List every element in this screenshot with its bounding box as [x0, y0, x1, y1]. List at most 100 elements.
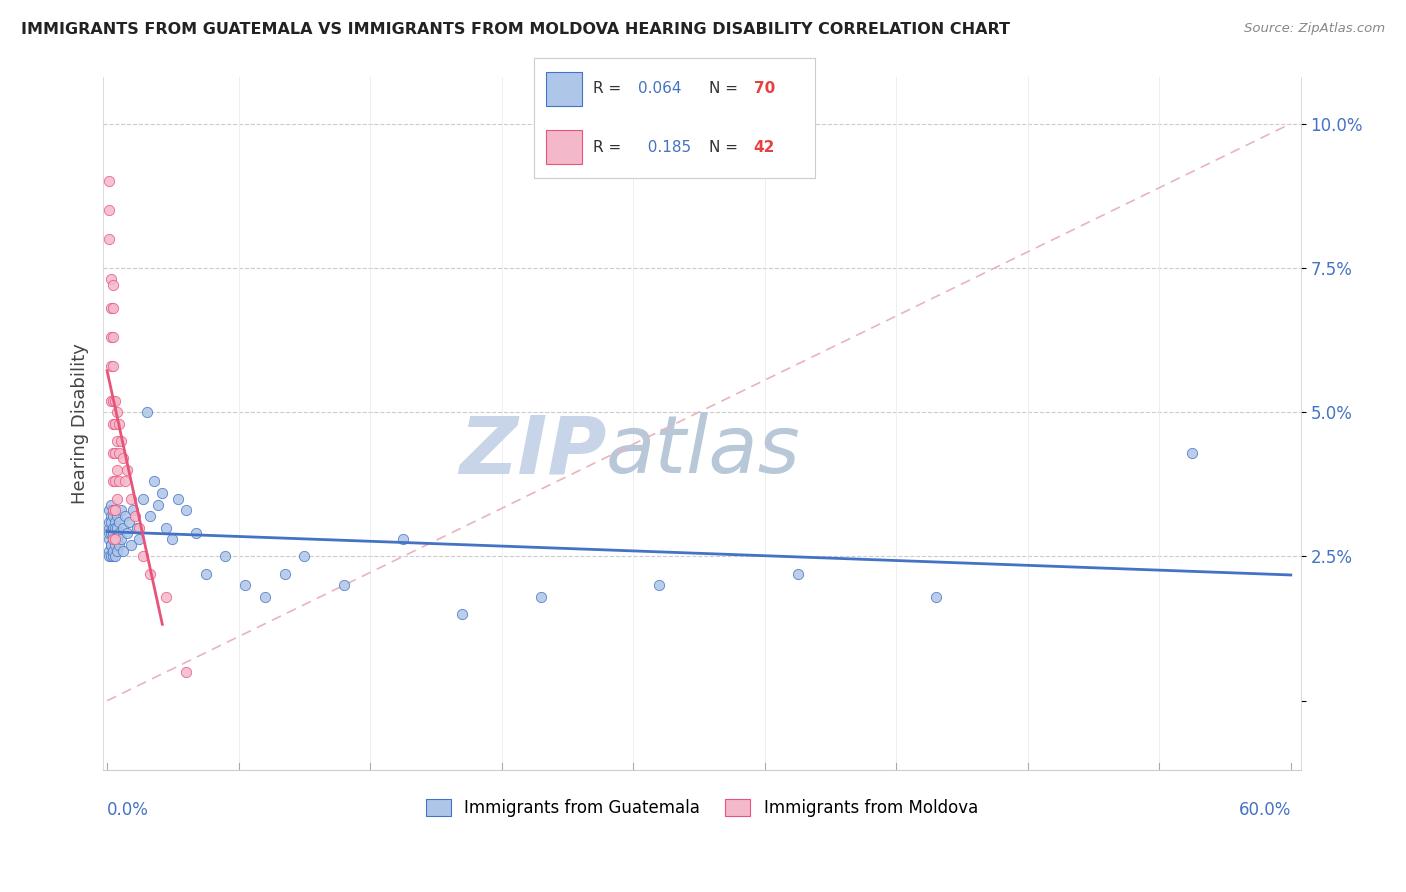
- Point: [108, 538, 131, 552]
- Text: 70: 70: [754, 81, 775, 96]
- Point: [98, 515, 121, 529]
- Point: [105, 532, 128, 546]
- Point: [101, 301, 124, 316]
- Point: [121, 503, 143, 517]
- Point: [174, 665, 197, 679]
- Point: [292, 549, 315, 564]
- FancyBboxPatch shape: [546, 130, 582, 164]
- Point: [98, 232, 121, 246]
- Point: [194, 566, 217, 581]
- Point: [105, 520, 128, 534]
- Point: [155, 520, 177, 534]
- Text: 42: 42: [754, 140, 775, 155]
- Point: [101, 543, 124, 558]
- Point: [143, 475, 166, 489]
- Point: [108, 417, 131, 431]
- Point: [110, 434, 132, 448]
- Point: [104, 520, 127, 534]
- Point: [160, 532, 183, 546]
- Point: [128, 520, 150, 534]
- Point: [98, 174, 121, 188]
- Point: [104, 393, 127, 408]
- Point: [100, 526, 122, 541]
- Point: [174, 503, 197, 517]
- Point: [155, 590, 177, 604]
- Point: [101, 509, 124, 524]
- Point: [110, 503, 132, 517]
- Point: [101, 503, 124, 517]
- Point: [98, 532, 121, 546]
- Point: [98, 203, 121, 218]
- Point: [105, 405, 128, 419]
- Text: 0.064: 0.064: [638, 81, 682, 96]
- Point: [115, 463, 138, 477]
- Point: [104, 538, 127, 552]
- Text: 60.0%: 60.0%: [1239, 800, 1291, 819]
- Point: [101, 445, 124, 459]
- Y-axis label: Hearing Disability: Hearing Disability: [72, 343, 89, 504]
- Point: [101, 503, 124, 517]
- Point: [184, 526, 207, 541]
- Point: [98, 543, 121, 558]
- Point: [139, 566, 162, 581]
- Point: [114, 509, 136, 524]
- Point: [111, 543, 134, 558]
- Text: Source: ZipAtlas.com: Source: ZipAtlas.com: [1244, 22, 1385, 36]
- Point: [100, 498, 122, 512]
- Point: [100, 515, 122, 529]
- Point: [104, 532, 127, 546]
- Point: [101, 526, 124, 541]
- Point: [135, 405, 157, 419]
- Point: [104, 549, 127, 564]
- Point: [530, 590, 553, 604]
- Point: [101, 359, 124, 373]
- Point: [101, 475, 124, 489]
- Point: [124, 509, 146, 524]
- Point: [100, 330, 122, 344]
- Point: [100, 538, 122, 552]
- Text: ZIP: ZIP: [458, 412, 606, 491]
- Point: [131, 491, 153, 506]
- Point: [100, 538, 122, 552]
- Point: [125, 520, 148, 534]
- Point: [1181, 445, 1204, 459]
- Point: [100, 272, 122, 286]
- Point: [100, 359, 122, 373]
- Point: [104, 532, 127, 546]
- Point: [101, 417, 124, 431]
- Point: [98, 549, 121, 564]
- Point: [114, 475, 136, 489]
- Point: [148, 498, 170, 512]
- Point: [104, 503, 127, 517]
- Point: [333, 578, 356, 592]
- Point: [105, 491, 128, 506]
- Point: [110, 532, 132, 546]
- Point: [108, 526, 131, 541]
- Point: [451, 607, 474, 622]
- Point: [104, 475, 127, 489]
- Point: [111, 520, 134, 534]
- Text: 0.0%: 0.0%: [107, 800, 149, 819]
- Point: [924, 590, 946, 604]
- Point: [786, 566, 808, 581]
- Point: [100, 301, 122, 316]
- Point: [104, 417, 127, 431]
- Text: atlas: atlas: [606, 412, 801, 491]
- Point: [105, 543, 128, 558]
- Point: [101, 549, 124, 564]
- Text: R =: R =: [593, 81, 627, 96]
- Point: [131, 549, 153, 564]
- Point: [120, 538, 142, 552]
- Point: [108, 445, 131, 459]
- Point: [100, 549, 122, 564]
- Point: [104, 503, 127, 517]
- Point: [105, 509, 128, 524]
- Point: [105, 434, 128, 448]
- Text: N =: N =: [709, 140, 742, 155]
- Point: [101, 520, 124, 534]
- Point: [118, 515, 141, 529]
- Point: [101, 532, 124, 546]
- Point: [98, 526, 121, 541]
- Point: [273, 566, 295, 581]
- Point: [392, 532, 415, 546]
